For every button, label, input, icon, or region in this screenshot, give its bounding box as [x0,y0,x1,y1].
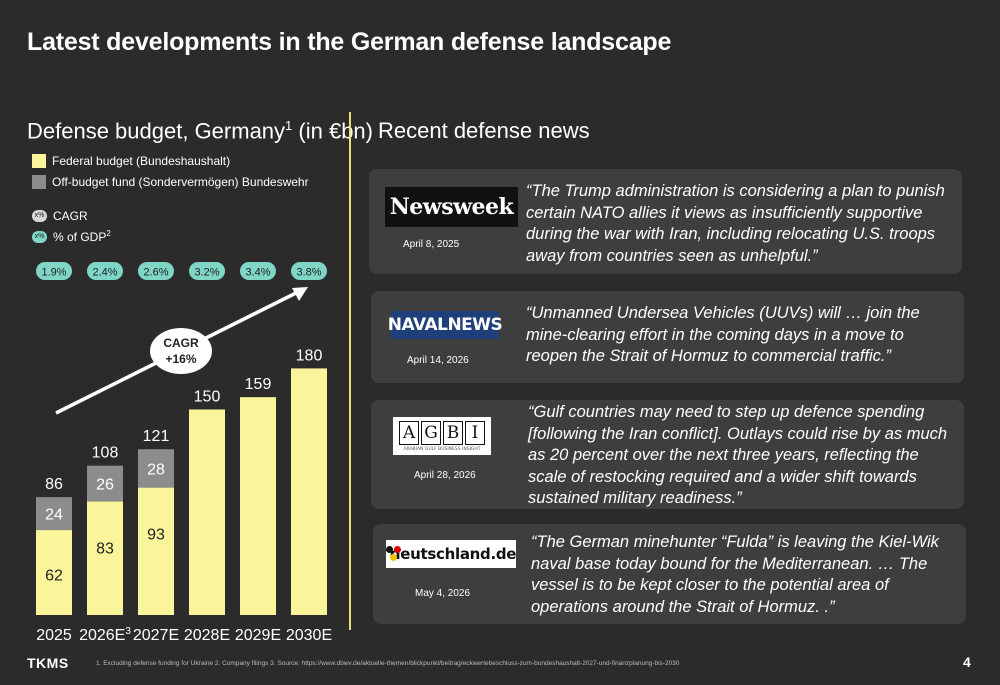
footnote: 1. Excluding defense funding for Ukraine… [96,660,680,667]
page-title: Latest developments in the German defens… [27,28,672,56]
news-date: April 14, 2026 [407,355,469,366]
bar-label-federal: 62 [45,568,63,585]
category-label: 2025 [36,627,72,644]
news-date: April 8, 2025 [403,239,460,250]
navalnews-logo: NAVALNEWS [388,311,503,339]
category-label: 2030E [286,627,332,644]
deutschland-logo-text: deutschland.de [389,545,517,563]
category-label: 2029E [235,627,281,644]
section-divider [349,112,351,630]
cagr-key-icon: x% [32,209,47,222]
news-quote: “Unmanned Undersea Vehicles (UUVs) will … [526,304,920,365]
bar-label-federal: 93 [147,527,165,544]
news-quote: “The Trump administration is considering… [526,182,945,265]
gdp-pill [36,262,72,280]
legend-item-offbudget: Off-budget fund (Sondervermögen) Bundesw… [32,171,309,192]
gdp-pill [189,262,225,280]
gdp-pill-label: 2.6% [143,267,168,279]
bar-offbudget [87,465,123,502]
bar-federal [138,487,174,615]
category-label: 2026E3 [79,626,131,644]
gdp-pill [138,262,174,280]
news-date: May 4, 2026 [415,588,471,599]
category-label: 2027E [133,627,179,644]
cagr-badge-label: CAGR [163,336,199,350]
bar-total-label: 180 [296,347,323,364]
navalnews-logo-text: NAVALNEWS [387,315,503,335]
deutschland-logo: deutschland.de [385,540,517,568]
legend-swatch-federal [32,153,46,168]
gdp-pill-label: 3.8% [296,267,321,279]
bar-total-label: 150 [194,389,221,406]
bar-total-label: 121 [143,428,170,445]
bar-label-offbudget: 28 [147,461,165,478]
gdp-pill [291,262,327,280]
bar-label-offbudget: 24 [45,507,63,524]
news-date: April 28, 2026 [414,470,476,481]
gdp-key-icon: x% [32,230,47,243]
news-quote: “Gulf countries may need to step up defe… [528,403,948,507]
key-cagr-label: CAGR [53,208,88,223]
bar-total-label: 159 [245,376,272,393]
news-card-newsweek: Newsweek April 8, 2025 “The Trump admini… [369,169,962,274]
legend-item-federal: Federal budget (Bundeshaushalt) [32,150,309,171]
page-number: 4 [963,654,971,670]
chart-legend: Federal budget (Bundeshaushalt) Off-budg… [32,150,309,192]
key-gdp: x% % of GDP2 [32,226,111,247]
legend-label-offbudget: Off-budget fund (Sondervermögen) Bundesw… [52,174,309,189]
bar-federal [189,409,225,615]
cagr-badge-value: +16% [165,352,196,366]
bar-federal [87,501,123,615]
bar-label-offbudget: 26 [96,476,114,493]
key-gdp-label: % of GDP2 [53,229,111,244]
bar-federal [291,368,327,615]
news-card-navalnews: NAVALNEWS April 14, 2026 “Unmanned Under… [371,291,964,383]
bar-offbudget [138,449,174,488]
bar-federal [36,530,72,615]
bar-offbudget [36,497,72,531]
bar-label-federal: 83 [96,540,114,557]
cagr-badge [150,328,212,374]
gdp-pill [240,262,276,280]
news-card-deutschland: deutschland.de May 4, 2026 “The German m… [373,524,966,624]
chart-keys: x% CAGR x% % of GDP2 [32,205,111,247]
gdp-pill-label: 1.9% [41,267,66,279]
newsweek-logo: Newsweek [385,187,518,227]
gdp-pill-label: 3.2% [194,267,219,279]
legend-label-federal: Federal budget (Bundeshaushalt) [52,153,231,168]
gdp-pill-label: 3.4% [245,267,270,279]
bar-total-label: 86 [45,476,63,493]
key-cagr: x% CAGR [32,205,111,226]
cagr-arrow-head [292,287,308,301]
category-label: 2028E [184,627,230,644]
gdp-pill [87,262,123,280]
chart-title: Defense budget, Germany1 (in €bn) [27,118,373,144]
bar-total-label: 108 [92,445,119,462]
bar-federal [240,397,276,615]
legend-swatch-offbudget [32,174,46,189]
tkms-logo: TKMS [27,655,69,671]
news-section-title: Recent defense news [378,118,590,143]
news-quote: “The German minehunter “Fulda” is leavin… [531,533,939,616]
defense-budget-chart: 1.9% 2.4% 2.6% 3.2% 3.4% 3.8% CAGR +16% 62 24 86 20… [36,262,332,644]
agbi-logo-subtitle: ARABIAN GULF BUSINESS INSIGHT [403,446,481,452]
gdp-pill-label: 2.4% [92,267,117,279]
